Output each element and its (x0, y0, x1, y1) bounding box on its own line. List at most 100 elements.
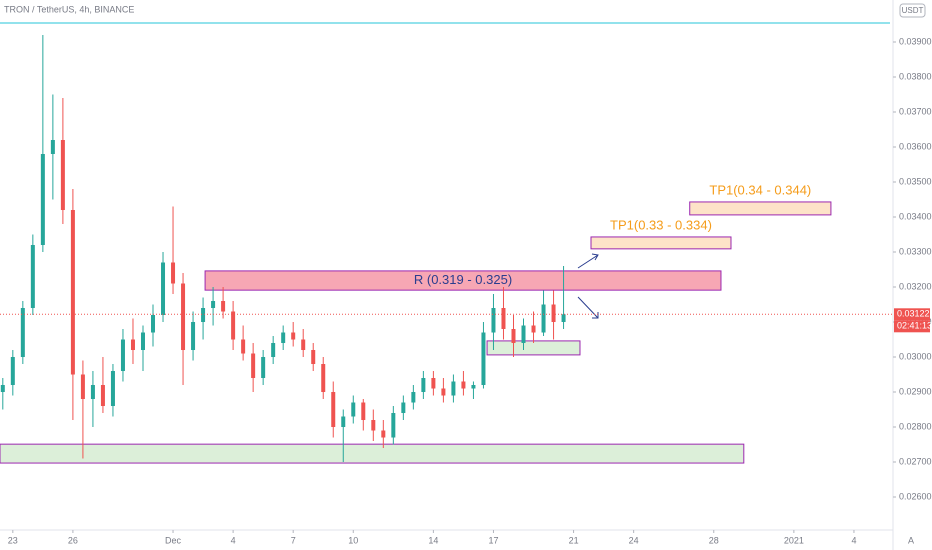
y-tick-label: 0.02600 (899, 491, 932, 501)
candle-body (60, 140, 65, 211)
last-price-tag (894, 308, 930, 321)
x-tick-label: 23 (8, 535, 18, 545)
candle-body (371, 420, 376, 431)
y-tick-label: 0.02900 (899, 386, 932, 396)
y-tick-label: 0.02800 (899, 421, 932, 431)
candle-body (221, 301, 226, 312)
candle-body (120, 339, 125, 372)
x-tick-label: 28 (709, 535, 719, 545)
candle-body (301, 339, 306, 351)
candle-body (110, 371, 115, 407)
y-tick-label: 0.03500 (899, 176, 932, 186)
candle-body (461, 381, 466, 389)
candle-body (100, 385, 105, 407)
currency-badge[interactable] (899, 3, 926, 18)
candle-body (70, 210, 75, 375)
candle-body (311, 350, 316, 365)
zone (0, 443, 745, 464)
currency[interactable]: USDT (902, 6, 924, 15)
zone-label: TP1(0.33 - 0.334) (610, 217, 712, 232)
candle-body (211, 301, 216, 309)
candle-body (381, 430, 386, 438)
countdown-tag (894, 320, 930, 333)
last-price-label: 0.03122 (897, 309, 930, 319)
candle-body (40, 154, 45, 246)
candle-body (401, 402, 406, 414)
candle-body (140, 332, 145, 351)
y-tick-label: 0.03800 (899, 71, 932, 81)
candle-body (30, 245, 35, 309)
candle-body (441, 388, 446, 396)
candle-body (161, 262, 166, 316)
candle-body (331, 392, 336, 428)
candle-body (321, 364, 326, 393)
y-tick-label: 0.03600 (899, 141, 932, 151)
candle-body (421, 378, 426, 393)
zone (689, 201, 832, 216)
candle-body (80, 374, 85, 400)
y-tick-label: 0.03400 (899, 211, 932, 221)
auto-scale-button[interactable]: A (908, 535, 914, 545)
x-tick-label: 7 (291, 535, 296, 545)
candle-body (411, 392, 416, 403)
candle-body (251, 353, 256, 379)
y-tick-label: 0.03000 (899, 351, 932, 361)
x-tick-label: Dec (165, 535, 182, 545)
candle-body (431, 378, 436, 389)
zone (590, 236, 732, 250)
candle-body (90, 385, 95, 400)
x-tick-label: 4 (231, 535, 236, 545)
candle-body (391, 413, 396, 438)
x-tick-label: 10 (348, 535, 358, 545)
candle-body (241, 339, 246, 354)
x-tick-label: 24 (629, 535, 639, 545)
x-tick-label: 2021 (784, 535, 804, 545)
y-tick-label: 0.03900 (899, 36, 932, 46)
candle-body (551, 304, 556, 323)
zone (204, 270, 722, 291)
chart-title: TRON / TetherUS, 4h, BINANCE (4, 4, 134, 14)
x-tick-label: 21 (569, 535, 579, 545)
y-tick-label: 0.03700 (899, 106, 932, 116)
candle-body (231, 311, 236, 340)
candle-body (501, 308, 506, 330)
candle-body (171, 262, 176, 284)
candle-body (561, 314, 566, 323)
candle-body (521, 325, 526, 344)
candle-body (291, 332, 296, 340)
candle-body (271, 343, 276, 358)
candle-body (531, 325, 536, 333)
x-tick-label: 17 (488, 535, 498, 545)
candle-body (341, 416, 346, 428)
candle-body (10, 357, 15, 386)
candle-body (181, 283, 186, 351)
arrow (577, 253, 599, 269)
candle-body (281, 332, 286, 344)
plot: R (0.319 - 0.325) TP1(0.33 - 0.334) TP1(0.… (0, 35, 832, 464)
x-tick-label: 26 (68, 535, 78, 545)
candle-body (151, 315, 156, 333)
candle-body (130, 339, 135, 351)
candle-body (191, 322, 196, 351)
candle-body (351, 402, 356, 417)
y-tick-label: 0.02700 (899, 456, 932, 466)
candle-body (50, 140, 55, 155)
candle-body (0, 385, 5, 393)
candle-body (361, 402, 366, 421)
candle-body (491, 308, 496, 333)
zone-label: R (0.319 - 0.325) (414, 272, 512, 287)
candle-body (20, 308, 25, 358)
candle-body (261, 357, 266, 379)
candle-body (471, 385, 476, 389)
x-tick-label: 4 (851, 535, 856, 545)
y-tick-label: 0.03200 (899, 281, 932, 291)
y-tick-label: 0.03300 (899, 246, 932, 256)
candle-body (201, 308, 206, 323)
zone-label: TP1(0.34 - 0.344) (709, 182, 811, 197)
countdown: 02:41:13 (897, 321, 932, 331)
candle-body (451, 381, 456, 396)
candle-body (481, 332, 486, 386)
x-tick-label: 14 (428, 535, 438, 545)
candle-body (511, 329, 516, 344)
